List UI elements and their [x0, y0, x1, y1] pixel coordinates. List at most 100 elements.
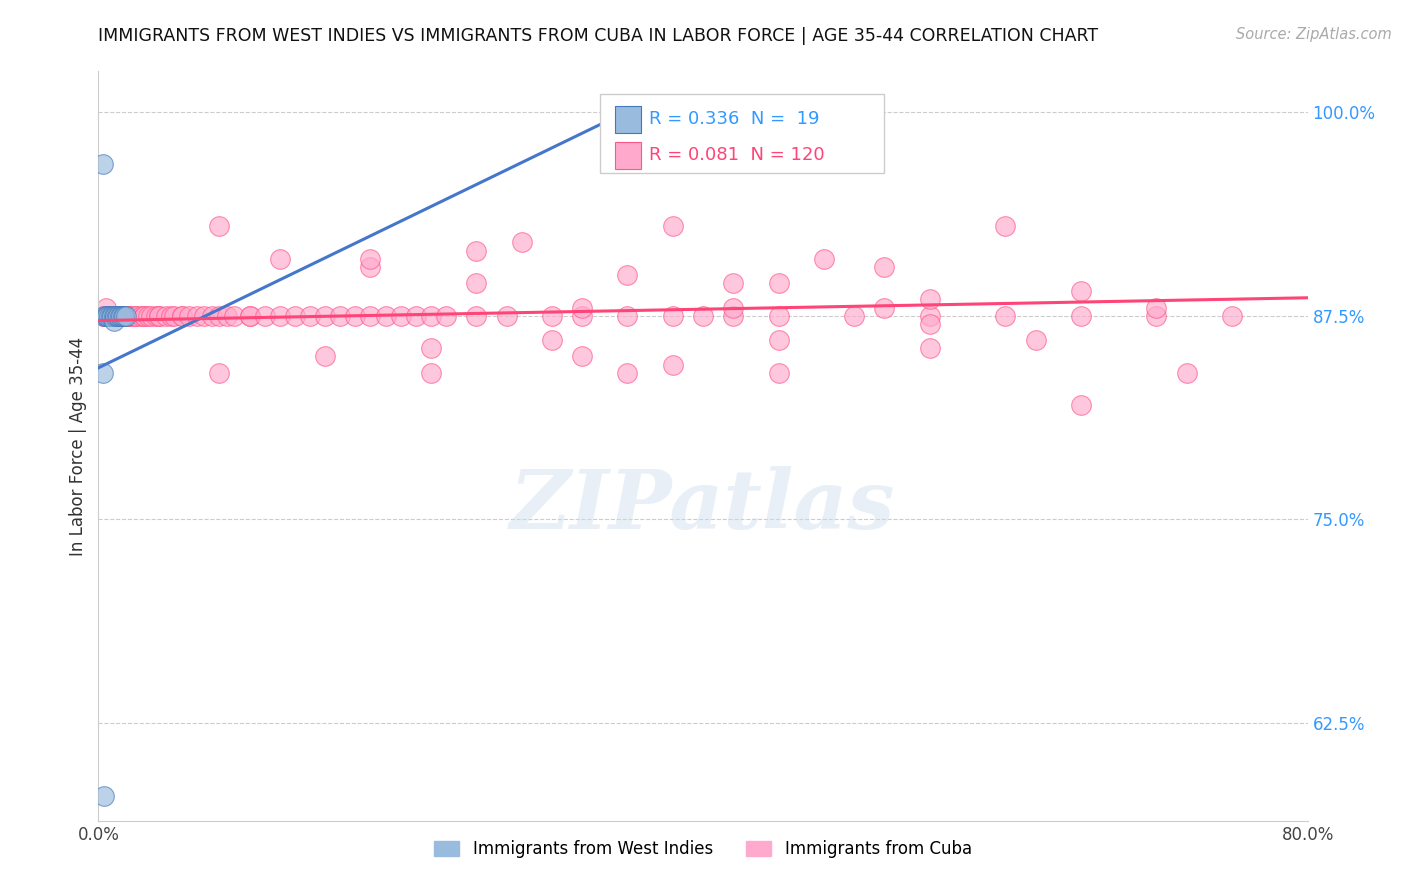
Point — [873, 260, 896, 274]
Point — [160, 309, 183, 323]
Point — [723, 309, 745, 323]
Point — [269, 309, 291, 323]
Point — [193, 309, 215, 323]
Point — [571, 350, 593, 364]
Point — [114, 309, 136, 323]
Point — [110, 309, 132, 323]
Point — [616, 366, 638, 380]
Point — [93, 309, 115, 323]
Point — [91, 366, 114, 380]
Point — [112, 309, 135, 323]
Point — [111, 309, 134, 323]
Point — [495, 309, 517, 323]
Point — [91, 309, 114, 323]
Point — [98, 309, 121, 323]
Point — [101, 309, 124, 323]
Point — [844, 309, 866, 323]
Point — [125, 309, 148, 323]
Point — [94, 309, 117, 323]
Point — [873, 301, 896, 315]
Point — [239, 309, 262, 323]
Point — [136, 309, 159, 323]
Point — [1144, 301, 1167, 315]
Point — [1175, 366, 1198, 380]
Point — [107, 309, 129, 323]
Y-axis label: In Labor Force | Age 35-44: In Labor Force | Age 35-44 — [69, 336, 87, 556]
Point — [107, 309, 129, 323]
Point — [112, 309, 135, 323]
Point — [132, 309, 155, 323]
Point — [105, 309, 128, 323]
Point — [239, 309, 262, 323]
Point — [132, 309, 155, 323]
Point — [465, 309, 488, 323]
Point — [571, 301, 593, 315]
Point — [661, 358, 683, 372]
Point — [208, 309, 231, 323]
Point — [129, 309, 152, 323]
Point — [1220, 309, 1243, 323]
Point — [105, 309, 128, 323]
Point — [155, 309, 177, 323]
Point — [148, 309, 170, 323]
Point — [661, 219, 683, 233]
Point — [284, 309, 307, 323]
Point — [768, 366, 790, 380]
Point — [329, 309, 352, 323]
Point — [1070, 285, 1092, 299]
Point — [112, 309, 135, 323]
Point — [145, 309, 167, 323]
Point — [93, 309, 115, 323]
Point — [208, 366, 231, 380]
Point — [405, 309, 427, 323]
Text: R = 0.336  N =  19: R = 0.336 N = 19 — [648, 110, 820, 128]
Point — [170, 309, 193, 323]
Point — [723, 301, 745, 315]
Point — [110, 309, 132, 323]
Point — [108, 309, 131, 323]
Point — [163, 309, 186, 323]
Point — [269, 252, 291, 266]
Point — [299, 309, 322, 323]
Point — [105, 309, 128, 323]
Point — [114, 309, 136, 323]
Point — [125, 309, 148, 323]
Point — [616, 309, 638, 323]
Text: ZIPatlas: ZIPatlas — [510, 466, 896, 546]
Point — [253, 309, 276, 323]
Point — [994, 309, 1017, 323]
Point — [148, 309, 170, 323]
Legend: Immigrants from West Indies, Immigrants from Cuba: Immigrants from West Indies, Immigrants … — [427, 833, 979, 864]
Point — [94, 309, 117, 323]
Point — [813, 252, 835, 266]
Point — [108, 309, 131, 323]
Point — [103, 309, 125, 323]
Point — [100, 309, 122, 323]
Bar — [614, 142, 641, 169]
Point — [103, 309, 125, 323]
Point — [465, 276, 488, 290]
Point — [1024, 333, 1046, 347]
Point — [465, 244, 488, 258]
Point — [94, 301, 117, 315]
Point — [510, 235, 533, 250]
Point — [540, 333, 562, 347]
Text: IMMIGRANTS FROM WEST INDIES VS IMMIGRANTS FROM CUBA IN LABOR FORCE | AGE 35-44 C: IMMIGRANTS FROM WEST INDIES VS IMMIGRANT… — [98, 27, 1098, 45]
Point — [96, 309, 118, 323]
Point — [918, 341, 941, 355]
Point — [360, 252, 382, 266]
Point — [314, 309, 336, 323]
Point — [692, 309, 714, 323]
Point — [96, 309, 118, 323]
Point — [616, 268, 638, 282]
Point — [1070, 309, 1092, 323]
Point — [170, 309, 193, 323]
Point — [108, 309, 131, 323]
Point — [201, 309, 224, 323]
Point — [98, 309, 121, 323]
Point — [420, 309, 443, 323]
Point — [723, 276, 745, 290]
Point — [100, 309, 122, 323]
Point — [110, 309, 132, 323]
Point — [101, 309, 124, 323]
